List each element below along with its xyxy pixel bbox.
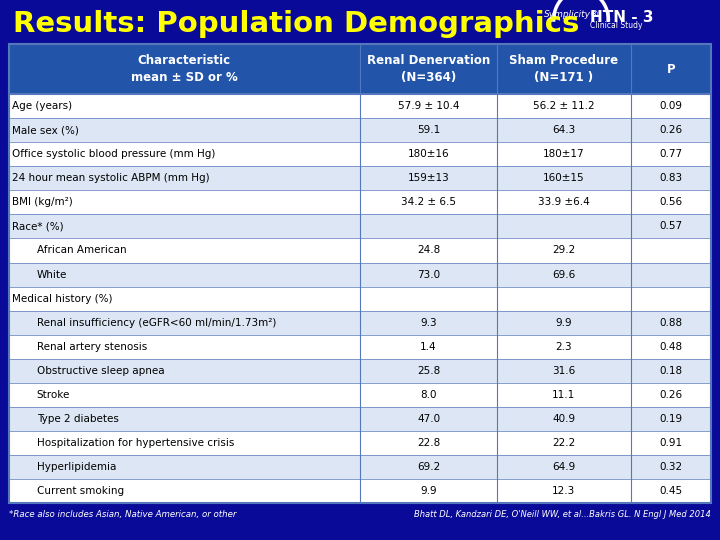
Text: Type 2 diabetes: Type 2 diabetes — [37, 414, 119, 424]
Text: Clinical Study: Clinical Study — [590, 22, 643, 30]
Text: White: White — [37, 269, 67, 280]
Text: 0.48: 0.48 — [660, 342, 683, 352]
Text: Characteristic
mean ± SD or %: Characteristic mean ± SD or % — [131, 55, 238, 84]
Text: Symplicity®: Symplicity® — [544, 10, 600, 18]
Text: 0.57: 0.57 — [660, 221, 683, 231]
Bar — [9, 479, 711, 503]
Bar — [9, 262, 711, 287]
Text: African American: African American — [37, 246, 127, 255]
Bar — [9, 118, 711, 142]
Text: 31.6: 31.6 — [552, 366, 575, 376]
Text: Hospitalization for hypertensive crisis: Hospitalization for hypertensive crisis — [37, 438, 234, 448]
Bar — [9, 44, 711, 503]
Text: 22.8: 22.8 — [417, 438, 440, 448]
Bar — [9, 190, 711, 214]
Text: 33.9 ±6.4: 33.9 ±6.4 — [538, 197, 590, 207]
Text: 2.3: 2.3 — [555, 342, 572, 352]
Text: 34.2 ± 6.5: 34.2 ± 6.5 — [401, 197, 456, 207]
Text: Bhatt DL, Kandzari DE, O'Neill WW, et al...Bakris GL. N Engl J Med 2014: Bhatt DL, Kandzari DE, O'Neill WW, et al… — [415, 510, 711, 519]
Text: 0.83: 0.83 — [660, 173, 683, 183]
Text: 0.26: 0.26 — [660, 390, 683, 400]
Text: 0.45: 0.45 — [660, 486, 683, 496]
Text: 73.0: 73.0 — [417, 269, 440, 280]
Bar — [9, 44, 711, 94]
Text: Results: Population Demographics: Results: Population Demographics — [13, 10, 580, 38]
Text: 159±13: 159±13 — [408, 173, 449, 183]
Bar — [9, 142, 711, 166]
Text: 0.91: 0.91 — [660, 438, 683, 448]
Text: 160±15: 160±15 — [543, 173, 585, 183]
Text: 11.1: 11.1 — [552, 390, 575, 400]
Text: 9.3: 9.3 — [420, 318, 437, 328]
Bar — [9, 359, 711, 383]
Text: 0.77: 0.77 — [660, 149, 683, 159]
Text: 40.9: 40.9 — [552, 414, 575, 424]
Text: 0.56: 0.56 — [660, 197, 683, 207]
Text: 24.8: 24.8 — [417, 246, 440, 255]
Text: 69.2: 69.2 — [417, 462, 440, 472]
Text: Renal insufficiency (eGFR<60 ml/min/1.73m²): Renal insufficiency (eGFR<60 ml/min/1.73… — [37, 318, 276, 328]
Text: 0.18: 0.18 — [660, 366, 683, 376]
Text: 64.9: 64.9 — [552, 462, 575, 472]
Text: Race* (%): Race* (%) — [12, 221, 64, 231]
Text: HTN - 3: HTN - 3 — [590, 10, 654, 25]
Text: 56.2 ± 11.2: 56.2 ± 11.2 — [533, 101, 595, 111]
Bar — [9, 383, 711, 407]
Text: Office systolic blood pressure (mm Hg): Office systolic blood pressure (mm Hg) — [12, 149, 215, 159]
Text: P: P — [667, 63, 675, 76]
Bar — [9, 335, 711, 359]
Bar — [9, 214, 711, 239]
Text: 180±17: 180±17 — [543, 149, 585, 159]
Bar — [9, 239, 711, 262]
Bar — [9, 455, 711, 479]
Bar — [9, 287, 711, 310]
Text: 57.9 ± 10.4: 57.9 ± 10.4 — [397, 101, 459, 111]
Text: 0.32: 0.32 — [660, 462, 683, 472]
Text: 0.26: 0.26 — [660, 125, 683, 135]
Text: BMI (kg/m²): BMI (kg/m²) — [12, 197, 73, 207]
Text: Obstructive sleep apnea: Obstructive sleep apnea — [37, 366, 164, 376]
Text: 9.9: 9.9 — [420, 486, 437, 496]
Text: 47.0: 47.0 — [417, 414, 440, 424]
Text: Age (years): Age (years) — [12, 101, 72, 111]
Text: 8.0: 8.0 — [420, 390, 437, 400]
Text: Hyperlipidemia: Hyperlipidemia — [37, 462, 116, 472]
Text: 25.8: 25.8 — [417, 366, 440, 376]
Text: Male sex (%): Male sex (%) — [12, 125, 79, 135]
Bar — [9, 310, 711, 335]
Text: 29.2: 29.2 — [552, 246, 575, 255]
Text: Current smoking: Current smoking — [37, 486, 124, 496]
Text: 22.2: 22.2 — [552, 438, 575, 448]
Text: *Race also includes Asian, Native American, or other: *Race also includes Asian, Native Americ… — [9, 510, 236, 519]
Text: 0.19: 0.19 — [660, 414, 683, 424]
Text: 0.09: 0.09 — [660, 101, 683, 111]
Text: 24 hour mean systolic ABPM (mm Hg): 24 hour mean systolic ABPM (mm Hg) — [12, 173, 210, 183]
Text: 69.6: 69.6 — [552, 269, 575, 280]
Text: Renal artery stenosis: Renal artery stenosis — [37, 342, 147, 352]
Text: 12.3: 12.3 — [552, 486, 575, 496]
Text: Stroke: Stroke — [37, 390, 70, 400]
Text: Renal Denervation
(N=364): Renal Denervation (N=364) — [367, 55, 490, 84]
Text: 1.4: 1.4 — [420, 342, 437, 352]
Text: 64.3: 64.3 — [552, 125, 575, 135]
Text: 0.88: 0.88 — [660, 318, 683, 328]
Bar — [9, 94, 711, 118]
Text: Medical history (%): Medical history (%) — [12, 294, 112, 303]
Bar — [9, 431, 711, 455]
Text: 9.9: 9.9 — [555, 318, 572, 328]
Text: 59.1: 59.1 — [417, 125, 440, 135]
Text: 180±16: 180±16 — [408, 149, 449, 159]
Bar — [9, 407, 711, 431]
Text: Sham Procedure
(N=171 ): Sham Procedure (N=171 ) — [509, 55, 618, 84]
Bar — [9, 166, 711, 190]
